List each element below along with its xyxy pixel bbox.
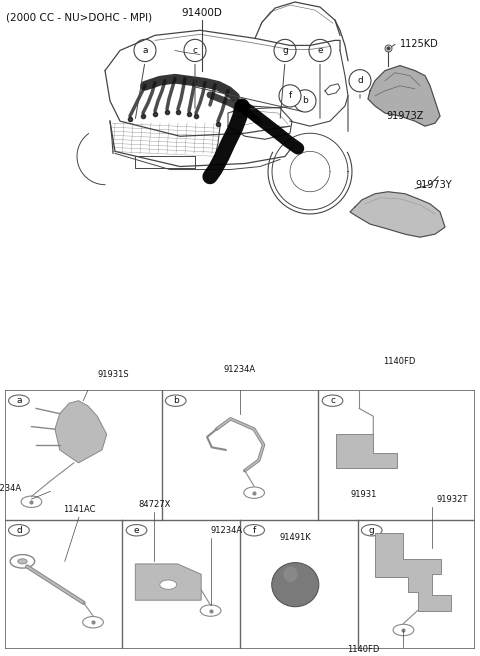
- Text: 1140FD: 1140FD: [347, 645, 379, 654]
- Circle shape: [9, 525, 29, 536]
- Text: e: e: [317, 46, 323, 55]
- Circle shape: [134, 39, 156, 62]
- Polygon shape: [368, 66, 440, 126]
- Text: 91973Z: 91973Z: [386, 111, 423, 121]
- Circle shape: [244, 525, 264, 536]
- Text: f: f: [252, 525, 256, 535]
- Polygon shape: [135, 564, 201, 600]
- Text: 1125KD: 1125KD: [400, 39, 439, 49]
- Polygon shape: [350, 192, 445, 237]
- Text: a: a: [142, 46, 148, 55]
- Text: 91234A: 91234A: [0, 484, 21, 493]
- Polygon shape: [55, 401, 107, 463]
- Text: a: a: [16, 396, 22, 405]
- Text: e: e: [134, 525, 139, 535]
- Text: b: b: [302, 96, 308, 106]
- Circle shape: [200, 605, 221, 616]
- Text: d: d: [357, 76, 363, 85]
- Circle shape: [166, 395, 186, 406]
- Circle shape: [160, 580, 177, 589]
- Polygon shape: [375, 533, 451, 611]
- Polygon shape: [336, 434, 397, 468]
- Circle shape: [184, 39, 206, 62]
- Text: d: d: [16, 525, 22, 535]
- Circle shape: [279, 85, 301, 107]
- Text: 84727X: 84727X: [138, 500, 170, 509]
- Ellipse shape: [284, 567, 298, 582]
- Circle shape: [322, 395, 343, 406]
- Text: (2000 CC - NU>DOHC - MPI): (2000 CC - NU>DOHC - MPI): [6, 12, 152, 22]
- Text: 1140FD: 1140FD: [383, 358, 415, 367]
- Circle shape: [18, 559, 27, 564]
- Text: 91491K: 91491K: [279, 533, 311, 542]
- Circle shape: [309, 39, 331, 62]
- Text: g: g: [282, 46, 288, 55]
- Circle shape: [83, 617, 103, 628]
- Text: f: f: [288, 91, 292, 100]
- Circle shape: [10, 554, 35, 568]
- Circle shape: [361, 525, 382, 536]
- Circle shape: [9, 395, 29, 406]
- Text: 1141AC: 1141AC: [62, 505, 95, 514]
- Circle shape: [274, 39, 296, 62]
- Text: c: c: [330, 396, 335, 405]
- Circle shape: [349, 70, 371, 92]
- Circle shape: [393, 625, 414, 636]
- Circle shape: [21, 496, 42, 508]
- Text: c: c: [192, 46, 197, 55]
- Text: g: g: [369, 525, 374, 535]
- Text: b: b: [173, 396, 179, 405]
- Circle shape: [351, 373, 368, 382]
- Circle shape: [244, 487, 264, 499]
- Ellipse shape: [272, 563, 319, 607]
- Text: 91400D: 91400D: [181, 8, 222, 18]
- Text: 91931: 91931: [351, 489, 377, 499]
- Text: 91931S: 91931S: [97, 371, 129, 379]
- Circle shape: [126, 525, 147, 536]
- Text: 91973Y: 91973Y: [415, 180, 452, 190]
- Text: 91932T: 91932T: [436, 495, 468, 504]
- Text: 91234A: 91234A: [211, 526, 243, 535]
- Circle shape: [294, 90, 316, 112]
- Text: 91234A: 91234A: [224, 365, 256, 374]
